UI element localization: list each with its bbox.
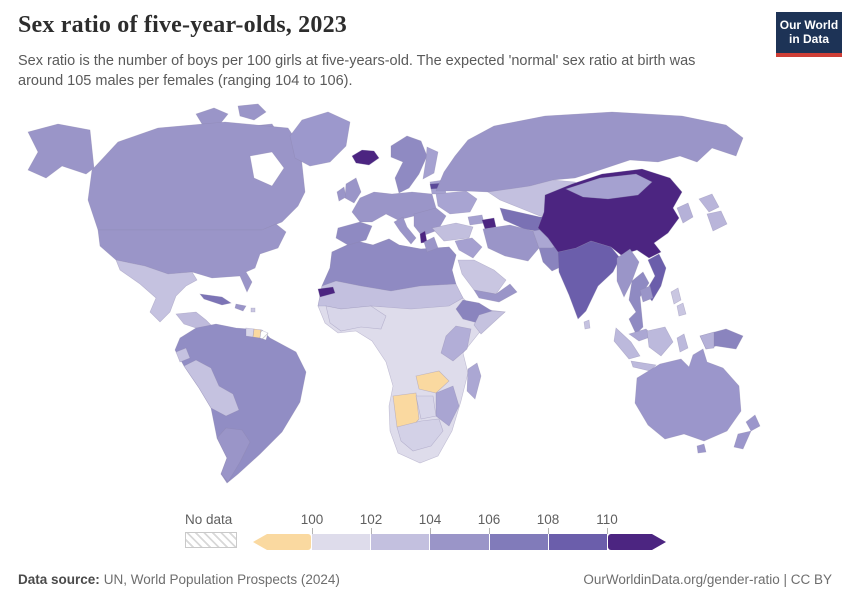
region-ukraine[interactable] bbox=[435, 190, 478, 215]
region-canada[interactable] bbox=[195, 107, 229, 125]
region-caucasus[interactable] bbox=[467, 214, 485, 226]
legend-no-data[interactable]: No data bbox=[185, 512, 237, 548]
region-tasmania[interactable] bbox=[696, 443, 707, 454]
legend-tick-mark bbox=[548, 528, 549, 534]
region-iceland[interactable] bbox=[351, 149, 380, 166]
legend-tick-label: 106 bbox=[477, 512, 501, 527]
region-new-zealand[interactable] bbox=[733, 430, 752, 450]
region-greenland[interactable] bbox=[289, 111, 351, 167]
region-cambodia-laos[interactable] bbox=[639, 285, 654, 303]
region-new-zealand[interactable] bbox=[745, 414, 761, 432]
region-botswana[interactable] bbox=[415, 395, 437, 420]
region-alaska[interactable] bbox=[27, 123, 95, 179]
legend-tick-label: 104 bbox=[418, 512, 442, 527]
region-japan[interactable] bbox=[698, 193, 720, 213]
region-thailand[interactable] bbox=[628, 271, 650, 335]
legend-tick-label: 110 bbox=[596, 512, 618, 527]
no-data-swatch bbox=[185, 532, 237, 548]
page-title: Sex ratio of five-year-olds, 2023 bbox=[18, 12, 347, 38]
region-argentina-chile[interactable] bbox=[216, 427, 251, 483]
region-australia[interactable] bbox=[634, 348, 742, 442]
page-subtitle: Sex ratio is the number of boys per 100 … bbox=[18, 53, 696, 89]
region-madagascar[interactable] bbox=[466, 362, 482, 400]
owid-logo-line1: Our World bbox=[779, 18, 839, 32]
region-east-africa[interactable] bbox=[440, 325, 472, 362]
region-senegal[interactable] bbox=[317, 286, 336, 298]
region-japan[interactable] bbox=[706, 210, 728, 232]
region-yemen-oman[interactable] bbox=[473, 283, 518, 303]
owid-logo-line2: in Data bbox=[788, 31, 829, 46]
region-iran[interactable] bbox=[482, 224, 540, 262]
legend-tick-mark bbox=[371, 528, 372, 534]
region-levant-iraq[interactable] bbox=[454, 237, 483, 259]
region-french-guiana[interactable] bbox=[259, 329, 269, 341]
region-sri-lanka[interactable] bbox=[583, 319, 591, 330]
region-korea[interactable] bbox=[676, 202, 694, 224]
region-iberia[interactable] bbox=[335, 221, 373, 246]
legend-tick-mark bbox=[430, 528, 431, 534]
region-zimbabwe-mozambique[interactable] bbox=[435, 385, 460, 427]
legend-tick-mark bbox=[607, 528, 608, 534]
region-philippines[interactable] bbox=[670, 287, 682, 305]
region-mongolia[interactable] bbox=[565, 173, 653, 200]
legend-tick-mark bbox=[312, 528, 313, 534]
legend-tick-label: 100 bbox=[300, 512, 324, 527]
legend-bin-100-102[interactable] bbox=[312, 534, 371, 550]
footer-credit-link[interactable]: OurWorldinData.org/gender-ratio | CC BY bbox=[583, 572, 832, 587]
region-philippines[interactable] bbox=[676, 302, 687, 317]
region-finland[interactable] bbox=[422, 146, 439, 180]
footer: Data source: UN, World Population Prospec… bbox=[0, 572, 850, 587]
region-cuba[interactable] bbox=[199, 293, 232, 306]
map-legend: No data 100 102 104 106 108 110 bbox=[185, 512, 666, 556]
region-west-africa[interactable] bbox=[325, 305, 387, 332]
legend-bin-106-108[interactable] bbox=[489, 534, 548, 550]
region-caribbean[interactable] bbox=[250, 307, 256, 313]
region-guyana[interactable] bbox=[245, 327, 255, 338]
region-ireland[interactable] bbox=[336, 186, 347, 202]
region-ecuador[interactable] bbox=[175, 347, 191, 363]
region-italy[interactable] bbox=[393, 216, 417, 245]
legend-tick-label: 108 bbox=[536, 512, 560, 527]
legend-bin-<100[interactable] bbox=[253, 534, 312, 550]
region-canada[interactable] bbox=[237, 103, 267, 121]
footer-source: Data source: UN, World Population Prospec… bbox=[18, 572, 340, 587]
legend-bin->110[interactable] bbox=[608, 534, 666, 550]
region-indonesia[interactable] bbox=[646, 326, 674, 357]
region-hispaniola[interactable] bbox=[234, 303, 247, 312]
legend-scale: 100 102 104 106 108 110 bbox=[253, 512, 666, 556]
hudson-bay bbox=[249, 151, 285, 187]
region-south-africa[interactable] bbox=[396, 418, 444, 452]
region-scandinavia[interactable] bbox=[390, 135, 428, 194]
region-greece[interactable] bbox=[423, 236, 439, 253]
region-turkey[interactable] bbox=[431, 222, 474, 242]
region-mexico[interactable] bbox=[115, 259, 198, 323]
region-indonesia[interactable] bbox=[676, 333, 689, 353]
region-west-papua[interactable] bbox=[699, 331, 715, 350]
region-uk[interactable] bbox=[344, 177, 362, 204]
region-somalia[interactable] bbox=[473, 310, 506, 335]
source-value: UN, World Population Prospects (2024) bbox=[103, 572, 340, 587]
region-usa[interactable] bbox=[97, 223, 287, 293]
legend-bar bbox=[253, 534, 666, 550]
region-peru-bolivia[interactable] bbox=[183, 359, 240, 417]
region-india[interactable] bbox=[557, 240, 621, 320]
legend-bin-104-106[interactable] bbox=[430, 534, 489, 550]
owid-logo[interactable]: Our World in Data bbox=[776, 12, 842, 57]
legend-tick-label: 102 bbox=[359, 512, 383, 527]
region-indonesia[interactable] bbox=[613, 327, 641, 360]
legend-bin-102-104[interactable] bbox=[371, 534, 430, 550]
no-data-label: No data bbox=[185, 512, 233, 527]
source-label: Data source: bbox=[18, 572, 100, 587]
region-suriname[interactable] bbox=[252, 328, 262, 339]
region-zambia[interactable] bbox=[415, 370, 450, 394]
legend-bin-108-110[interactable] bbox=[548, 534, 607, 550]
world-map bbox=[0, 100, 850, 510]
region-saudi-arabia[interactable] bbox=[457, 259, 507, 295]
legend-tick-mark bbox=[489, 528, 490, 534]
region-azerbaijan[interactable] bbox=[481, 217, 497, 230]
